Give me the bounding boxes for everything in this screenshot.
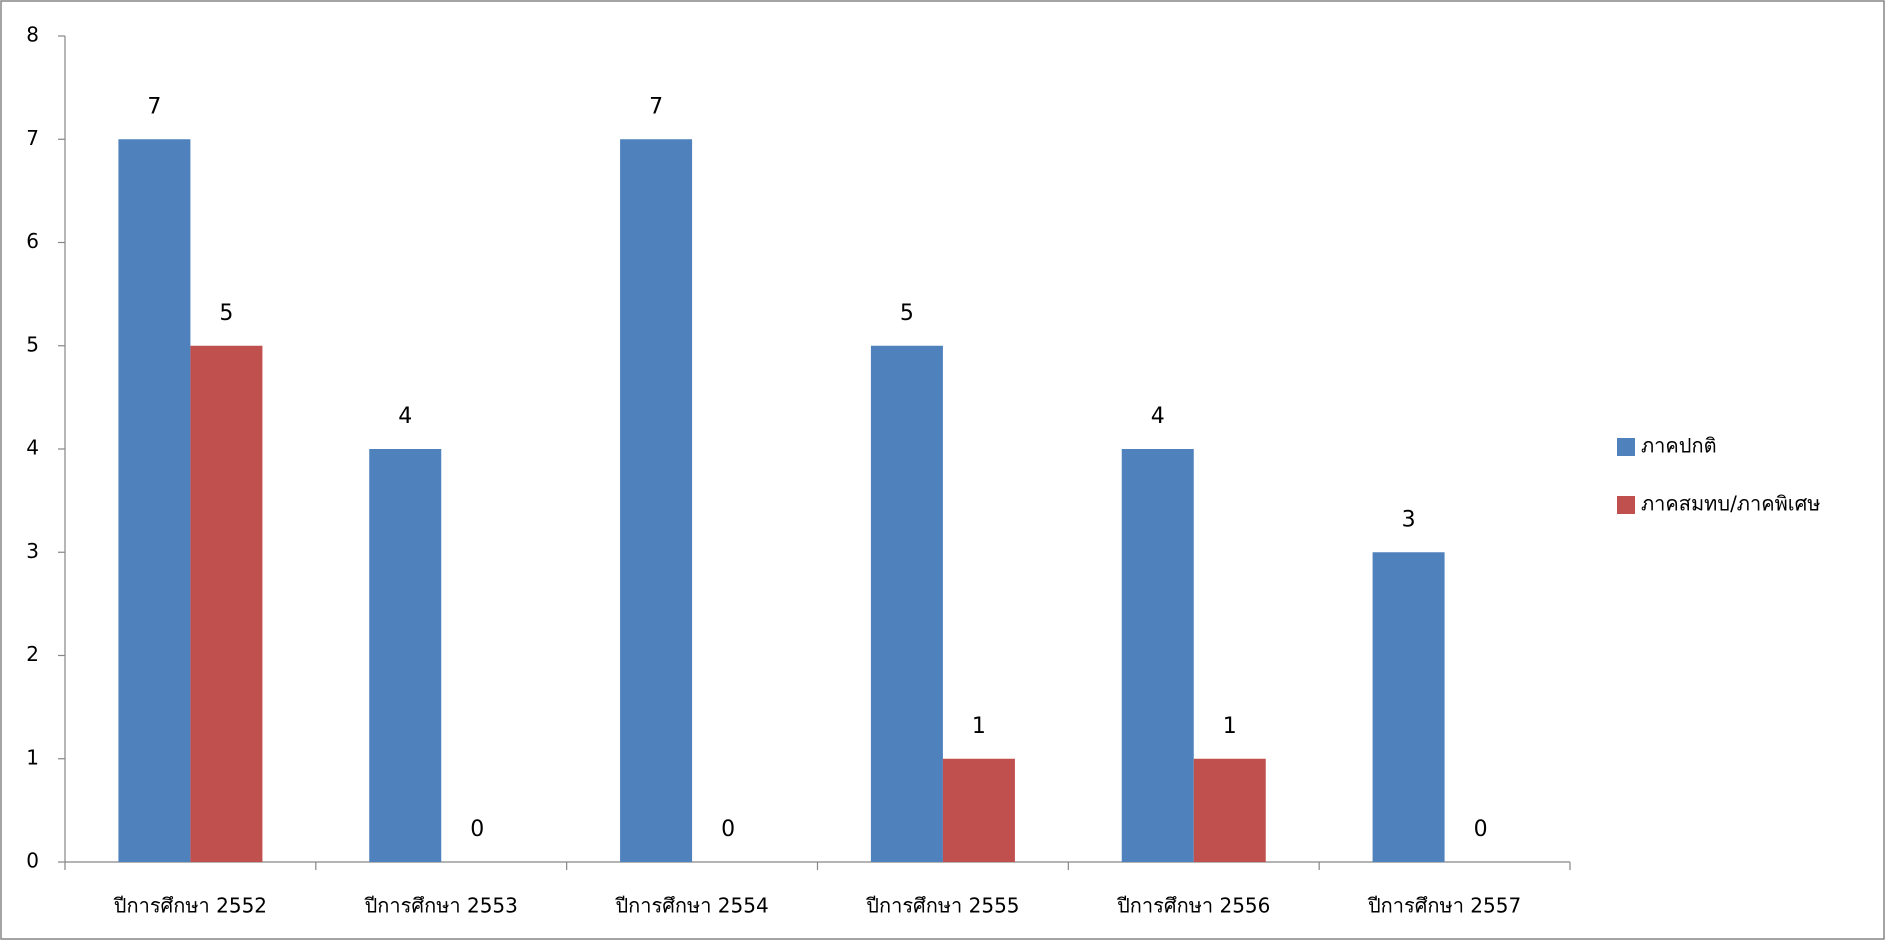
value-label: 0 bbox=[470, 817, 484, 842]
y-tick-label: 5 bbox=[26, 332, 39, 356]
value-label: 0 bbox=[1474, 817, 1488, 842]
x-tick-label: ปีการศึกษา 2554 bbox=[615, 894, 769, 918]
value-label: 7 bbox=[147, 94, 161, 119]
bar bbox=[369, 449, 442, 862]
y-tick-label: 0 bbox=[26, 849, 39, 873]
value-label: 1 bbox=[972, 714, 986, 739]
x-tick-label: ปีการศึกษา 2556 bbox=[1117, 894, 1271, 918]
bar bbox=[1372, 552, 1445, 862]
y-tick-label: 4 bbox=[26, 436, 39, 460]
bar bbox=[620, 139, 693, 862]
x-tick-label: ปีการศึกษา 2553 bbox=[364, 894, 518, 918]
legend-swatch bbox=[1617, 496, 1635, 514]
legend-label: ภาคสมทบ/ภาคพิเศษ bbox=[1641, 492, 1821, 516]
y-tick-label: 6 bbox=[26, 229, 39, 253]
bar bbox=[1121, 449, 1194, 862]
value-label: 0 bbox=[721, 817, 735, 842]
value-label: 7 bbox=[649, 94, 663, 119]
value-label: 1 bbox=[1223, 714, 1237, 739]
value-label: 5 bbox=[900, 301, 914, 326]
bar bbox=[1193, 758, 1266, 862]
y-tick-label: 3 bbox=[26, 539, 39, 563]
y-tick-label: 8 bbox=[26, 23, 39, 47]
legend-swatch bbox=[1617, 438, 1635, 456]
bar bbox=[870, 345, 943, 862]
x-tick-label: ปีการศึกษา 2555 bbox=[866, 894, 1020, 918]
bar bbox=[942, 758, 1015, 862]
y-tick-label: 7 bbox=[26, 126, 39, 150]
y-tick-label: 2 bbox=[26, 642, 39, 666]
value-label: 4 bbox=[1151, 404, 1165, 429]
bar bbox=[190, 345, 263, 862]
legend-label: ภาคปกติ bbox=[1641, 434, 1717, 458]
y-tick-label: 1 bbox=[26, 745, 39, 769]
value-label: 4 bbox=[398, 404, 412, 429]
x-tick-label: ปีการศึกษา 2557 bbox=[1368, 894, 1522, 918]
value-label: 3 bbox=[1402, 507, 1416, 532]
value-label: 5 bbox=[219, 301, 233, 326]
x-tick-label: ปีการศึกษา 2552 bbox=[114, 894, 268, 918]
bar bbox=[118, 139, 191, 862]
